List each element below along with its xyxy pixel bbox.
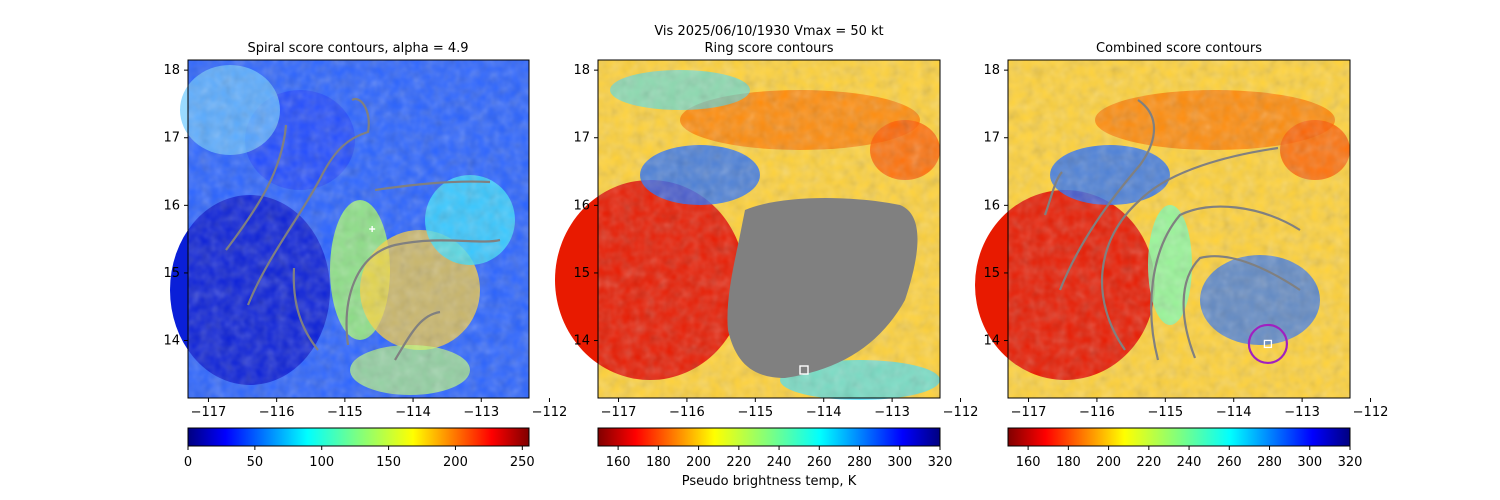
x-tick-label: −117 — [191, 405, 227, 420]
colorbar-label: Pseudo brightness temp, K — [682, 474, 857, 489]
x-tick-label: −112 — [1353, 405, 1389, 420]
y-tick-label: 15 — [983, 266, 1000, 281]
x-tick-label: −117 — [1011, 405, 1047, 420]
colorbar-ticks-ring: 160 180 200 220 240 260 280 300 320 — [606, 446, 953, 470]
colorbar-tick-label: 300 — [887, 455, 912, 470]
colorbar-tick-label: 160 — [606, 455, 631, 470]
colorbar-tick-label: 160 — [1016, 455, 1041, 470]
colorbar-tick-label: 280 — [847, 455, 872, 470]
center-square — [1263, 339, 1273, 349]
y-tick-label: 14 — [573, 334, 590, 349]
y-tick-label: 17 — [983, 131, 1000, 146]
y-axis-combined: 18 17 16 15 14 — [983, 63, 1008, 349]
x-tick-label: −113 — [1284, 405, 1320, 420]
y-tick-label: 17 — [573, 131, 590, 146]
panel-spiral: Spiral score contours, alpha = 4.9 −117−… — [163, 41, 567, 470]
colorbar-tick-label: 320 — [1338, 455, 1363, 470]
axes-frame-combined — [1007, 59, 1351, 399]
colorbar-tick-label: 320 — [928, 455, 953, 470]
colorbar-tick-label: 240 — [1177, 455, 1202, 470]
x-axis-spiral: −117 −116 −115 −114 −113 −112 — [191, 398, 568, 420]
y-tick-label: 15 — [163, 266, 180, 281]
y-tick-label: 17 — [163, 131, 180, 146]
colorbar-tick-label: 300 — [1297, 455, 1322, 470]
colorbar-tick-label: 180 — [1056, 455, 1081, 470]
panel-title-combined: Combined score contours — [1096, 41, 1262, 56]
heatmap-image-spiral — [170, 60, 529, 398]
colorbar-tick-label: 200 — [1096, 455, 1121, 470]
colorbar-tick-label: 200 — [443, 455, 468, 470]
x-tick-label: −113 — [463, 405, 499, 420]
colorbar-tick-label: 180 — [646, 455, 671, 470]
heatmap-image-combined — [975, 60, 1350, 398]
y-tick-label: 16 — [163, 198, 180, 213]
colorbar-tick-label: 100 — [309, 455, 334, 470]
colorbar-tick-label: 0 — [184, 455, 192, 470]
y-tick-label: 18 — [573, 63, 590, 78]
colorbar-combined: 160 180 200 220 240 260 280 300 320 — [1007, 427, 1363, 470]
x-tick-label: −115 — [1147, 405, 1183, 420]
y-tick-label: 16 — [983, 198, 1000, 213]
x-tick-label: −117 — [601, 405, 637, 420]
y-tick-label: 15 — [573, 266, 590, 281]
colorbar-tick-label: 150 — [376, 455, 401, 470]
x-tick-label: −112 — [943, 405, 979, 420]
figure-suptitle: Vis 2025/06/10/1930 Vmax = 50 kt — [654, 24, 883, 39]
x-tick-label: −116 — [259, 405, 295, 420]
x-tick-label: −114 — [806, 405, 842, 420]
center-marker-spiral — [369, 226, 376, 232]
y-axis-ring: 18 17 16 15 14 — [573, 63, 598, 349]
colorbar-tick-label: 280 — [1257, 455, 1282, 470]
colorbar-tick-label: 220 — [1136, 455, 1161, 470]
y-axis-spiral: 18 17 16 15 14 — [163, 63, 188, 349]
y-tick-label: 18 — [163, 63, 180, 78]
colorbar-spiral: 0 50 100 150 200 250 — [184, 427, 535, 470]
center-circle — [1247, 323, 1289, 365]
x-tick-label: −116 — [669, 405, 705, 420]
x-tick-label: −112 — [532, 405, 568, 420]
panel-combined: Combined score contours −117 −116 −115 −114… — [975, 41, 1388, 470]
y-tick-label: 18 — [983, 63, 1000, 78]
x-tick-label: −115 — [327, 405, 363, 420]
center-marker-combined — [1247, 323, 1289, 365]
panel-title-ring: Ring score contours — [704, 41, 833, 56]
colorbar-ticks-combined: 160 180 200 220 240 260 280 300 320 — [1016, 446, 1363, 470]
x-tick-label: −114 — [395, 405, 431, 420]
colorbar-tick-label: 240 — [767, 455, 792, 470]
x-tick-label: −116 — [1079, 405, 1115, 420]
heatmap-image-ring — [555, 60, 940, 400]
colorbar-tick-label: 220 — [726, 455, 751, 470]
colorbar-ticks-spiral: 0 50 100 150 200 250 — [184, 446, 535, 470]
axes-frame-ring — [597, 59, 941, 399]
colorbar-tick-label: 260 — [1217, 455, 1242, 470]
x-tick-label: −114 — [1216, 405, 1252, 420]
colorbar-tick-label: 250 — [510, 455, 535, 470]
x-axis-ring: −117 −116 −115 −114 −113 −112 — [601, 398, 979, 420]
y-tick-label: 14 — [983, 334, 1000, 349]
colorbar-ring: 160 180 200 220 240 260 280 300 320 — [597, 427, 953, 470]
colorbar-tick-label: 200 — [686, 455, 711, 470]
axes-frame-spiral — [187, 59, 530, 399]
x-axis-combined: −117 −116 −115 −114 −113 −112 — [1011, 398, 1389, 420]
panel-title-spiral: Spiral score contours, alpha = 4.9 — [247, 41, 468, 56]
x-tick-label: −113 — [874, 405, 910, 420]
x-tick-label: −115 — [737, 405, 773, 420]
y-tick-label: 16 — [573, 198, 590, 213]
y-tick-label: 14 — [163, 334, 180, 349]
colorbar-tick-label: 50 — [247, 455, 264, 470]
panel-ring: Ring score contours −117 −116 −115 −114 −113… — [555, 41, 978, 489]
colorbar-tick-label: 260 — [807, 455, 832, 470]
